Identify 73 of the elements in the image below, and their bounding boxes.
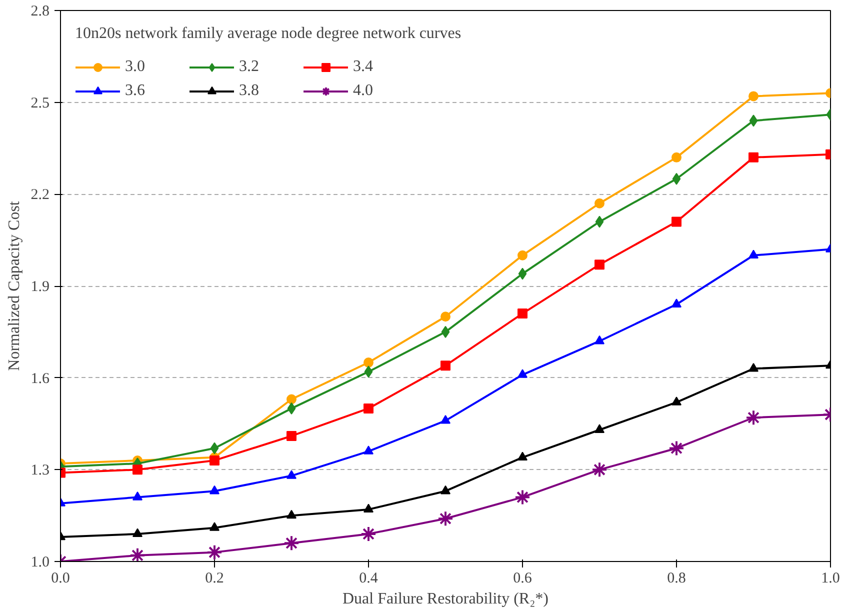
point [132, 492, 142, 500]
point [210, 485, 220, 494]
point [130, 547, 146, 562]
point [748, 362, 758, 372]
point [360, 526, 376, 542]
point [518, 250, 528, 260]
point [668, 440, 684, 456]
x-tick-label: 0.8 [667, 570, 686, 586]
point [441, 326, 450, 338]
point [364, 446, 374, 454]
y-axis-title: Normalized Capacity Cost [6, 200, 23, 371]
point [440, 414, 450, 424]
point [672, 152, 682, 162]
point [595, 216, 604, 228]
point [132, 528, 142, 538]
point [286, 430, 296, 441]
point [594, 198, 604, 208]
point [672, 172, 681, 185]
point [746, 410, 762, 426]
point [364, 403, 374, 414]
y-tick-label: 1.0 [30, 554, 50, 570]
x-tick-label: 0.6 [513, 570, 532, 586]
point [364, 504, 374, 513]
y-tick-label: 2.2 [30, 187, 50, 204]
x-tick-label: 0.4 [359, 570, 378, 586]
point [518, 308, 528, 319]
point [286, 470, 296, 479]
point [748, 250, 758, 258]
point [206, 544, 222, 560]
point [284, 535, 300, 552]
y-tick-label: 1.9 [30, 279, 50, 295]
point [132, 464, 142, 475]
point [440, 312, 450, 322]
point [594, 260, 604, 270]
point [286, 394, 296, 404]
point [518, 452, 528, 461]
point [518, 369, 528, 378]
point [210, 455, 220, 466]
y-tick-label: 1.6 [30, 370, 50, 387]
point [364, 366, 373, 378]
y-tick-label: 1.3 [30, 462, 50, 479]
point [210, 522, 220, 531]
point [438, 510, 454, 527]
point [514, 489, 530, 506]
legend-label: 3.4 [353, 58, 374, 76]
legend-title: 10n20s network family average node degree network curves [75, 25, 462, 43]
y-tick-label: 2.8 [30, 4, 50, 20]
point [286, 510, 296, 519]
point [748, 91, 758, 102]
point [672, 298, 682, 308]
point [364, 358, 374, 368]
point [672, 396, 682, 406]
legend-label: 4.0 [353, 82, 374, 100]
point [440, 485, 450, 494]
point [594, 335, 604, 344]
point [440, 360, 450, 371]
legend-label: 3.0 [125, 58, 146, 76]
x-tick-label: 0.0 [51, 570, 70, 586]
point [594, 424, 604, 433]
point [748, 152, 758, 162]
legend-label: 3.2 [239, 58, 260, 76]
point [749, 114, 758, 127]
point [592, 462, 608, 478]
legend-label: 3.8 [239, 82, 260, 100]
x-tick-label: 1.0 [821, 570, 840, 586]
y-tick-label: 2.5 [30, 95, 50, 112]
x-tick-label: 0.2 [205, 570, 224, 586]
x-axis-title: Dual Failure Restorability (R₂*) [342, 590, 548, 608]
point [287, 402, 296, 414]
legend-label: 3.6 [125, 82, 146, 100]
point [210, 442, 219, 454]
point [672, 216, 682, 227]
point [518, 268, 527, 280]
